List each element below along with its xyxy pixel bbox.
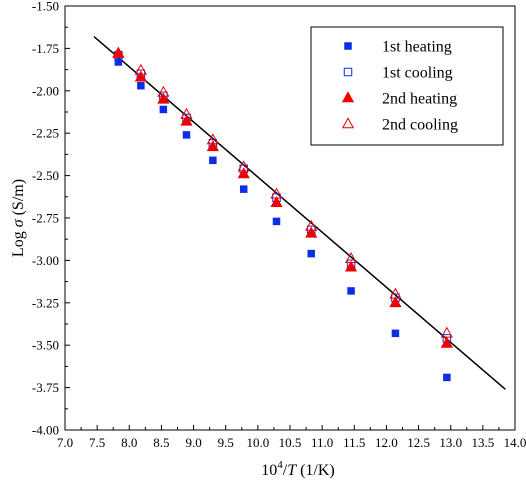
- data-point: [209, 156, 217, 165]
- legend-marker: [343, 67, 353, 77]
- legend-marker: [344, 42, 352, 50]
- x-tick-label: 9.5: [218, 435, 234, 450]
- x-tick-label: 7.0: [57, 435, 73, 450]
- data-point: [305, 226, 318, 238]
- data-point: [344, 251, 358, 264]
- x-axis-ticks: 7.0 7.5 8.0 8.5 9.0 9.5 10.0 10.5 11.0 11.5 12.0 12…: [57, 425, 526, 450]
- legend-label: 2nd heating: [382, 91, 457, 108]
- y-axis-ticks: -1.50 -1.75 -2.00 -2.25 -2.50 -2.75 -3.00 -3.25…: [32, 0, 70, 438]
- legend-label: 1st cooling: [382, 65, 453, 82]
- data-point: [237, 160, 250, 172]
- legend-marker: [341, 91, 355, 103]
- data-point: [270, 196, 283, 208]
- x-tick-label: 9.0: [185, 435, 201, 450]
- data-point: [440, 336, 453, 348]
- y-tick-label: -3.00: [32, 253, 59, 268]
- x-tick-label: 12.5: [407, 435, 430, 450]
- data-point: [159, 105, 168, 114]
- legend-label: 1st heating: [382, 39, 452, 56]
- x-axis-title: 104/T (1/K): [261, 459, 335, 479]
- data-point: [157, 92, 170, 104]
- data-point: [112, 46, 125, 58]
- data-point: [270, 187, 283, 199]
- series-2nd-heating: [112, 46, 453, 348]
- series-2nd-cooling: [112, 46, 453, 338]
- legend-marker: [341, 117, 355, 129]
- legend-items: 1st heating 1st cooling 2nd heating 2nd coo…: [341, 39, 458, 134]
- data-point: [157, 85, 170, 97]
- data-point: [389, 296, 402, 308]
- x-tick-label: 13.5: [471, 435, 494, 450]
- y-tick-label: -2.25: [32, 126, 59, 141]
- y-axis-title: Log σ (S/m): [10, 179, 27, 257]
- x-tick-label: 14.0: [504, 435, 526, 450]
- x-tick-label: 7.5: [89, 435, 105, 450]
- y-tick-label: -2.50: [32, 168, 59, 183]
- data-points: [112, 46, 453, 382]
- y-tick-label: -2.75: [32, 211, 59, 226]
- data-point: [391, 329, 400, 338]
- data-point: [114, 58, 123, 66]
- data-point: [272, 217, 281, 226]
- y-tick-label: -2.00: [32, 83, 59, 98]
- data-point: [239, 185, 248, 193]
- data-point: [182, 131, 191, 139]
- data-point: [134, 70, 147, 82]
- data-point: [180, 107, 193, 119]
- y-tick-label: -3.75: [32, 380, 59, 395]
- data-point: [307, 249, 315, 258]
- y-tick-label: -1.75: [32, 41, 59, 56]
- series-1st-heating: [114, 58, 451, 382]
- data-point: [206, 133, 219, 145]
- x-tick-label: 11.5: [343, 435, 365, 450]
- x-tick-label: 8.5: [153, 435, 169, 450]
- data-point: [389, 287, 402, 299]
- y-tick-label: -3.25: [32, 295, 59, 310]
- data-point: [137, 81, 145, 90]
- plot-area: 7.0 7.5 8.0 8.5 9.0 9.5 10.0 10.5 11.0 11.5 12.0 12…: [32, 0, 526, 450]
- x-tick-label: 10.5: [279, 435, 302, 450]
- y-tick-label: -4.00: [32, 423, 59, 438]
- x-tick-label: 11.0: [311, 435, 333, 450]
- data-point: [237, 167, 250, 179]
- data-point: [206, 140, 219, 152]
- legend: 1st heating 1st cooling 2nd heating 2nd coo…: [310, 26, 504, 146]
- data-point: [347, 287, 355, 295]
- data-point: [305, 219, 318, 231]
- x-tick-label: 13.0: [439, 435, 462, 450]
- data-point: [443, 373, 451, 382]
- data-point: [344, 260, 358, 272]
- x-tick-label: 10.0: [246, 435, 269, 450]
- x-tick-label: 8.0: [121, 435, 137, 450]
- data-point: [440, 326, 453, 338]
- legend-label: 2nd cooling: [382, 117, 458, 134]
- y-tick-label: -3.50: [32, 338, 59, 353]
- legend-box: [310, 26, 504, 146]
- y-tick-label: -1.50: [32, 0, 59, 14]
- data-point: [134, 63, 147, 75]
- x-tick-label: 12.0: [375, 435, 398, 450]
- data-point: [180, 114, 193, 126]
